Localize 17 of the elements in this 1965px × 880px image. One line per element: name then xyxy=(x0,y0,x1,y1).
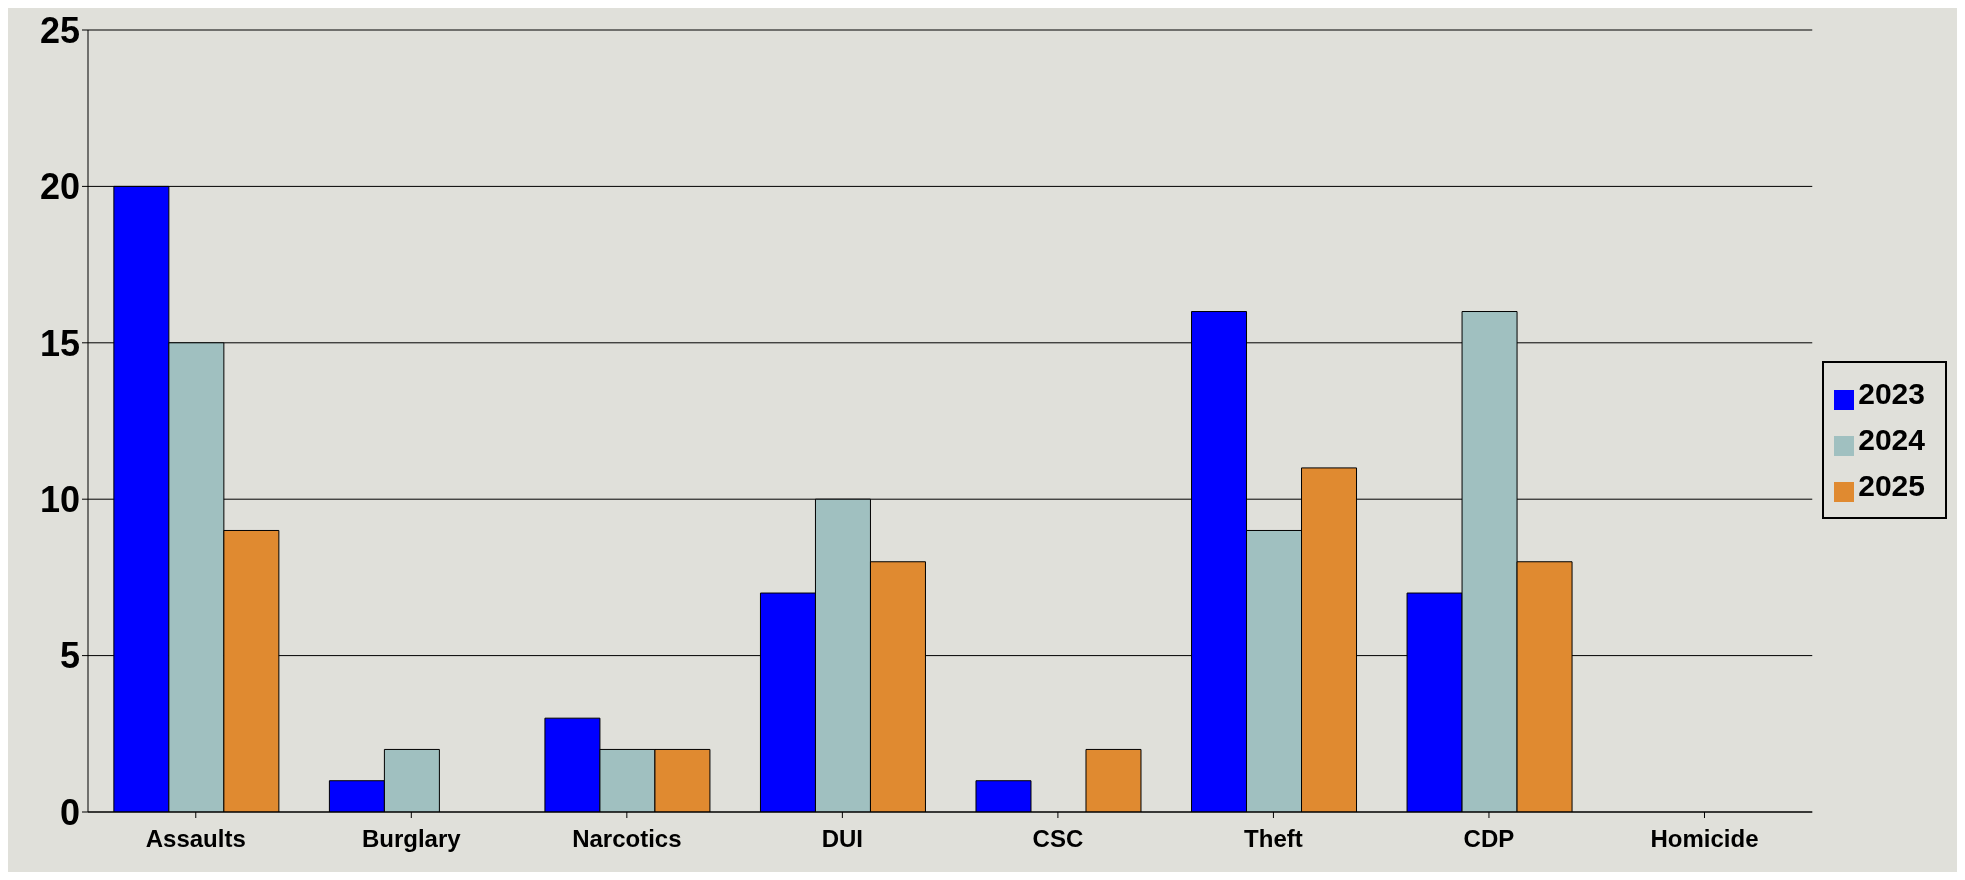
x-tick-label: DUI xyxy=(821,825,864,853)
y-tick-label: 0 xyxy=(59,791,80,833)
y-tick-label: 20 xyxy=(39,166,80,208)
y-tick-label: 25 xyxy=(39,9,80,51)
legend-label: 2024 xyxy=(1858,423,1925,456)
x-tick-label: CSC xyxy=(1032,825,1084,853)
y-tick-label: 5 xyxy=(59,635,80,677)
y-tick-label: 15 xyxy=(39,322,80,364)
legend-label: 2023 xyxy=(1858,377,1925,410)
x-tick-label: Assaults xyxy=(145,825,246,853)
x-tick-label: Narcotics xyxy=(572,825,682,853)
x-tick-label: Burglary xyxy=(361,825,462,853)
y-tick-label: 10 xyxy=(39,478,80,520)
x-tick-label: Theft xyxy=(1244,825,1303,853)
x-tick-label: CDP xyxy=(1463,825,1515,853)
legend-label: 2025 xyxy=(1858,469,1925,502)
x-tick-label: Homicide xyxy=(1650,825,1759,853)
